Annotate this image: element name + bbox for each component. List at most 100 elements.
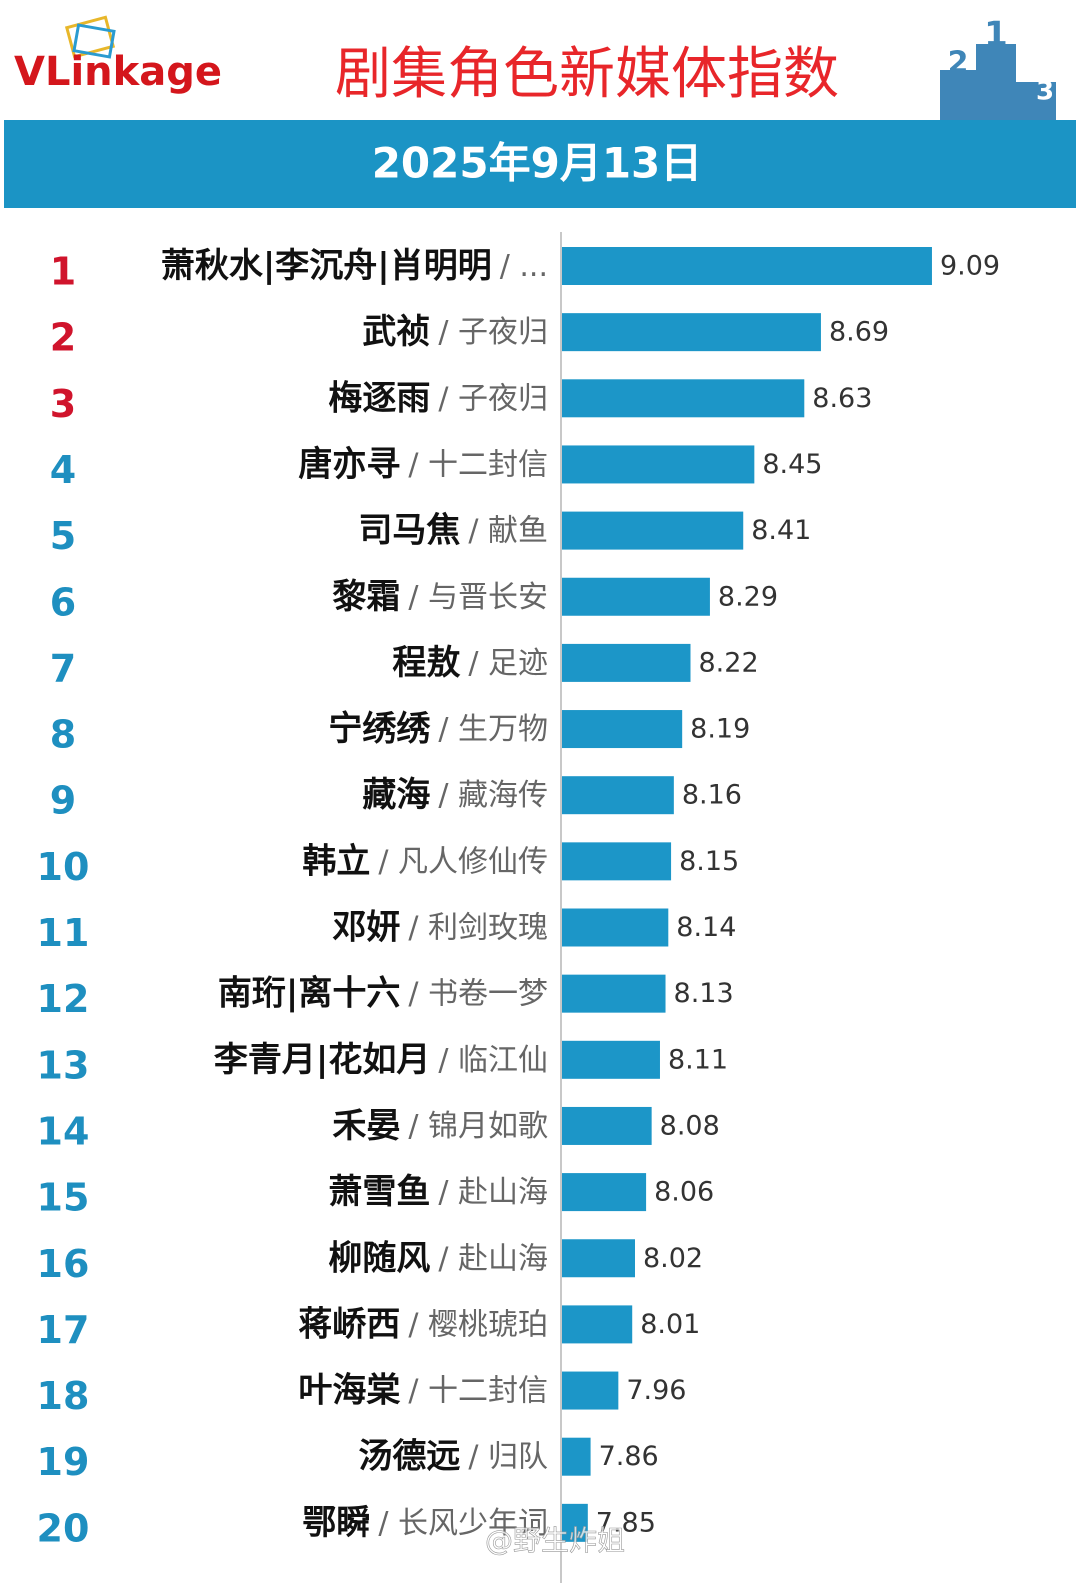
- bar: [562, 313, 821, 352]
- category-label: 萧雪鱼 / 赴山海: [328, 1172, 548, 1212]
- character-name: 叶海棠: [298, 1370, 400, 1410]
- rank: 9: [50, 779, 76, 823]
- character-name: 鄂瞬: [302, 1502, 370, 1542]
- category-label: 宁绣绣 / 生万物: [328, 709, 548, 749]
- podium-label: 3: [1036, 77, 1054, 107]
- drama-name: / 利剑玫瑰: [408, 910, 548, 945]
- rank: 3: [50, 382, 76, 426]
- rank: 11: [37, 911, 90, 955]
- character-name: 邓妍: [332, 907, 400, 947]
- character-name: 司马焦: [358, 510, 460, 550]
- character-name: 宁绣绣: [328, 709, 431, 749]
- value-label: 8.69: [829, 317, 889, 348]
- category-label: 禾晏 / 锦月如歌: [332, 1105, 548, 1145]
- drama-name: / 子夜归: [438, 381, 548, 416]
- character-name: 武祯: [362, 312, 430, 352]
- bar: [562, 776, 674, 815]
- value-label: 8.19: [690, 714, 750, 745]
- drama-name: / 长风少年词: [378, 1505, 548, 1540]
- rank: 19: [37, 1440, 90, 1484]
- bar: [562, 247, 932, 285]
- drama-name: / 子夜归: [438, 315, 548, 350]
- drama-name: / 书卷一梦: [408, 976, 548, 1011]
- bar: [562, 842, 672, 881]
- category-label: 李青月|花如月 / 临江仙: [214, 1039, 548, 1079]
- character-name: 萧雪鱼: [328, 1172, 430, 1212]
- character-name: 汤德远: [358, 1436, 460, 1476]
- bar: [562, 643, 691, 682]
- character-name: 萧秋水|李沉舟|肖明明: [161, 246, 492, 286]
- drama-name: / ...: [500, 249, 548, 284]
- rank: 5: [50, 514, 76, 558]
- drama-name: / 赴山海: [438, 1241, 548, 1276]
- value-label: 8.02: [643, 1243, 703, 1274]
- rank: 8: [50, 713, 76, 757]
- drama-name: / 与晋长安: [408, 579, 548, 614]
- value-label: 8.01: [640, 1309, 700, 1340]
- drama-name: / 藏海传: [438, 778, 548, 813]
- category-label: 唐亦寻 / 十二封信: [298, 444, 548, 484]
- drama-name: / 十二封信: [408, 447, 548, 482]
- character-name: 黎霜: [332, 576, 400, 616]
- subtitle: 2025年9月13日: [372, 139, 703, 188]
- podium-step: [940, 70, 976, 120]
- bar: [562, 445, 755, 484]
- category-label: 程敖 / 足迹: [392, 642, 548, 682]
- bar: [562, 1040, 660, 1079]
- podium: 2 1 3: [940, 15, 1056, 120]
- bar: [562, 1239, 635, 1278]
- bar: [562, 1305, 633, 1344]
- bar: [562, 511, 744, 550]
- drama-name: / 生万物: [438, 712, 548, 747]
- podium-label: 2: [948, 46, 969, 81]
- drama-name: / 赴山海: [438, 1175, 548, 1210]
- bar: [562, 974, 666, 1013]
- rank: 18: [37, 1374, 90, 1418]
- category-label: 鄂瞬 / 长风少年词: [302, 1502, 548, 1542]
- rank: 10: [37, 845, 90, 889]
- category-label: 萧秋水|李沉舟|肖明明 / ...: [161, 246, 548, 286]
- value-label: 8.22: [699, 647, 759, 678]
- value-label: 8.63: [812, 383, 872, 414]
- bar: [562, 1437, 591, 1476]
- podium-label: 1: [984, 15, 1008, 55]
- value-label: 9.09: [940, 251, 1000, 282]
- character-name: 禾晏: [332, 1105, 400, 1145]
- category-label: 梅逐雨 / 子夜归: [328, 378, 548, 418]
- bar: [562, 1371, 619, 1410]
- rank: 13: [37, 1043, 90, 1087]
- drama-name: / 凡人修仙传: [378, 844, 548, 879]
- rank: 17: [37, 1308, 90, 1352]
- rank: 4: [50, 448, 76, 492]
- value-label: 8.08: [660, 1110, 720, 1141]
- chart-title: 剧集角色新媒体指数: [335, 42, 839, 107]
- value-label: 8.41: [751, 515, 811, 546]
- value-label: 8.16: [682, 780, 742, 811]
- bar: [562, 1173, 647, 1212]
- brand: VLinkage: [14, 49, 222, 95]
- bar: [562, 1503, 588, 1542]
- rank: 16: [37, 1242, 90, 1286]
- rank: 1: [50, 250, 76, 294]
- character-name: 南珩|离十六: [218, 973, 400, 1013]
- drama-name: / 献鱼: [468, 513, 548, 548]
- value-label: 7.85: [596, 1507, 656, 1538]
- character-name: 唐亦寻: [298, 444, 400, 484]
- drama-name: / 十二封信: [408, 1373, 548, 1408]
- bar: [562, 577, 710, 616]
- bar: [562, 908, 669, 947]
- category-label: 南珩|离十六 / 书卷一梦: [218, 973, 548, 1013]
- character-name: 李青月|花如月: [214, 1039, 430, 1079]
- bar: [562, 1106, 652, 1145]
- value-label: 8.13: [674, 978, 734, 1009]
- rank: 2: [50, 316, 76, 360]
- value-label: 8.11: [668, 1044, 728, 1075]
- drama-name: / 樱桃琥珀: [408, 1307, 548, 1342]
- podium-step: [1016, 82, 1056, 120]
- rank: 7: [50, 646, 76, 690]
- value-label: 8.14: [676, 912, 736, 943]
- category-label: 韩立 / 凡人修仙传: [302, 841, 548, 881]
- value-label: 8.29: [718, 581, 778, 612]
- category-label: 柳随风 / 赴山海: [328, 1238, 548, 1278]
